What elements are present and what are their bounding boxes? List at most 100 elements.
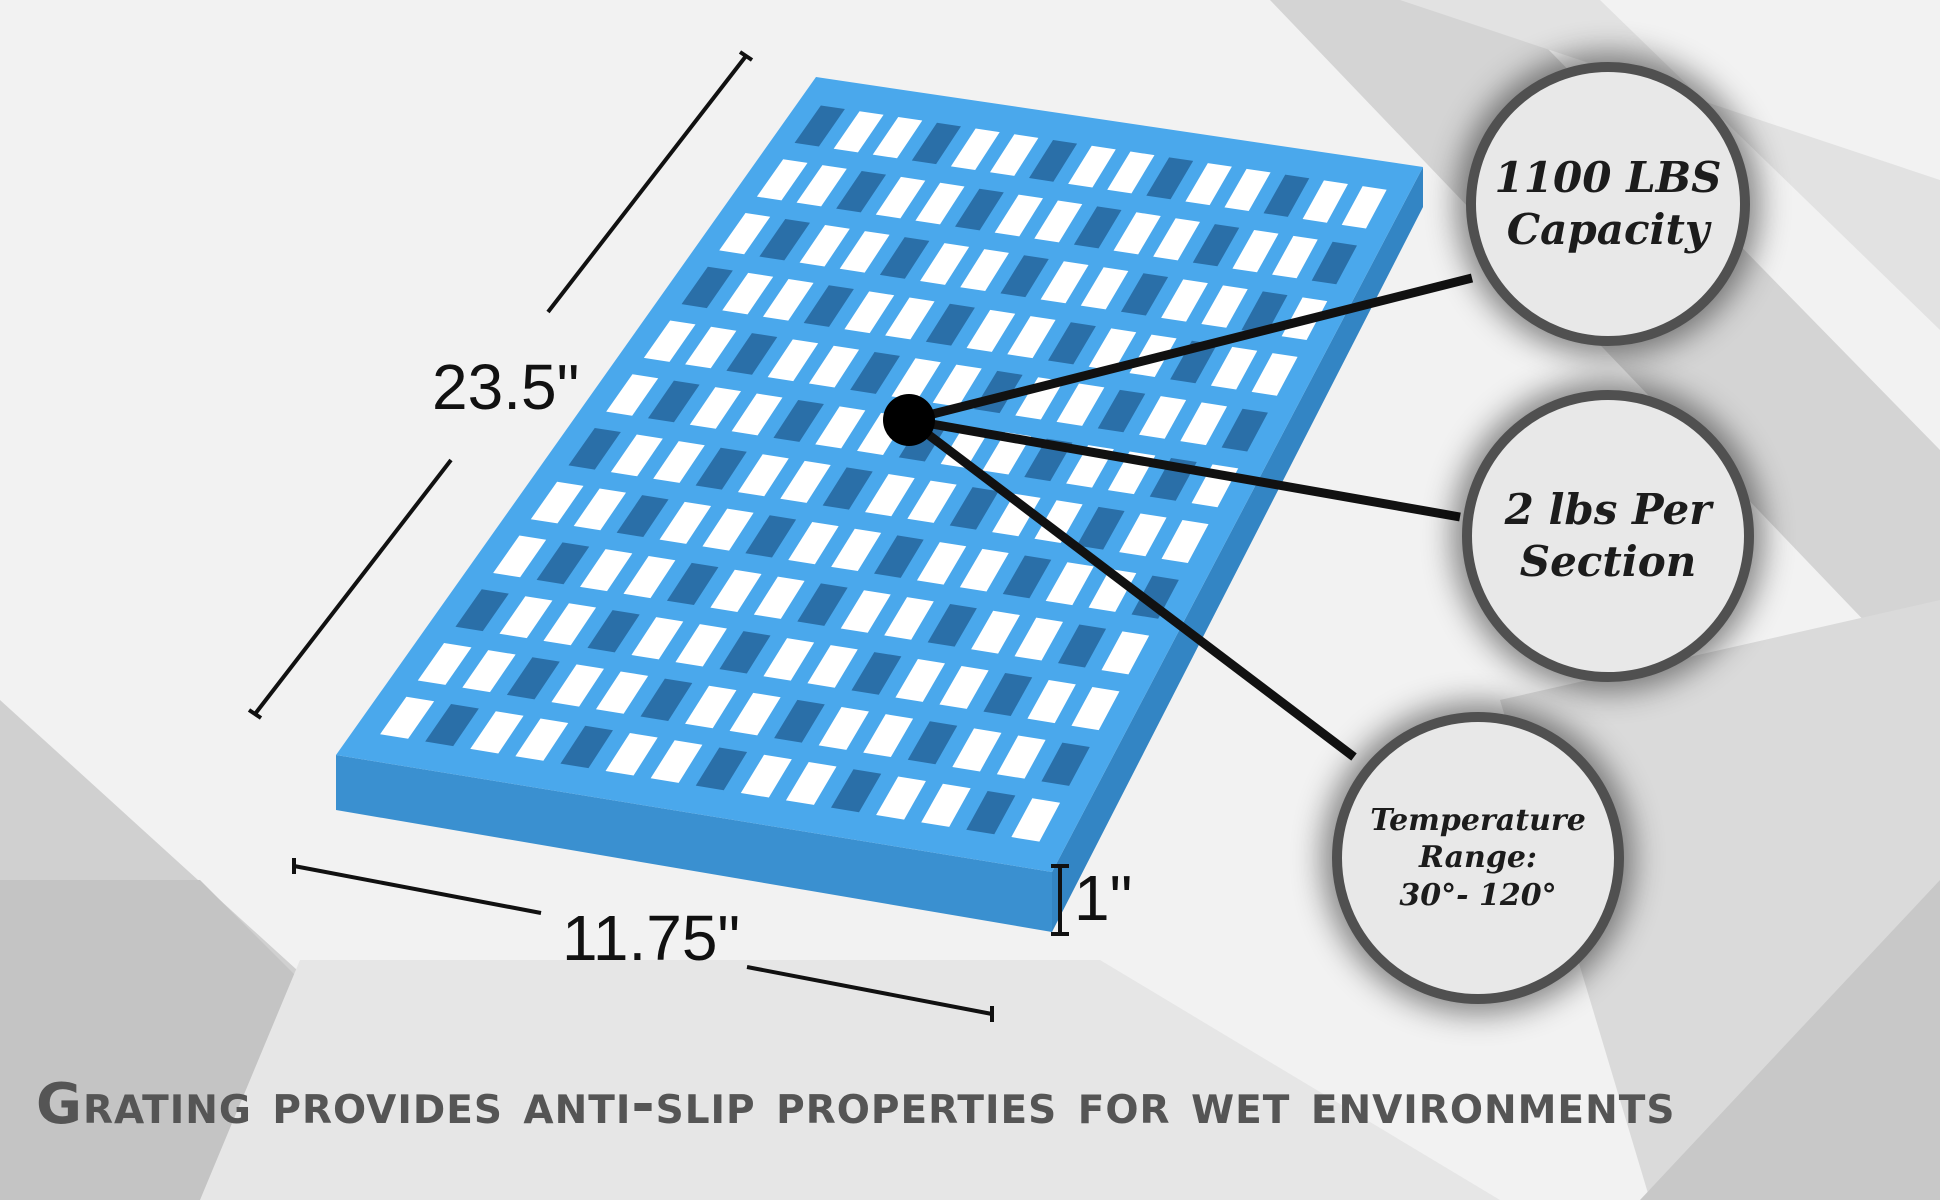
grate-hole xyxy=(879,237,930,279)
grate-hole xyxy=(916,542,967,585)
grate-hole xyxy=(1027,680,1076,724)
grate-hole xyxy=(710,569,762,612)
grate-hole xyxy=(960,249,1009,291)
grate-side xyxy=(1052,167,1423,932)
grate-hole xyxy=(763,638,815,681)
grate-hole xyxy=(797,583,848,626)
grate-hole xyxy=(1131,575,1179,619)
grate-hole xyxy=(1180,402,1228,446)
grate-hole xyxy=(1119,513,1167,557)
grate-hole xyxy=(681,266,733,309)
grate-hole xyxy=(1272,235,1318,279)
grate-hole xyxy=(1029,140,1078,182)
grate-hole xyxy=(685,685,737,729)
grate-hole xyxy=(927,603,977,647)
grate-hole xyxy=(774,699,825,743)
grate-hole xyxy=(989,134,1039,176)
grate-hole xyxy=(573,488,627,531)
callout-dot xyxy=(883,394,935,446)
grate-hole xyxy=(695,747,748,791)
grate-hole xyxy=(799,225,850,267)
grate-hole xyxy=(653,441,705,483)
grate-hole xyxy=(722,272,774,315)
grate-hole xyxy=(1146,157,1194,200)
width-dimension-line-right xyxy=(746,965,993,1016)
grate-hole xyxy=(863,714,914,758)
grate-hole xyxy=(462,650,516,693)
grate-hole xyxy=(536,542,590,585)
grate-hole xyxy=(1076,506,1125,550)
grate-hole xyxy=(949,487,999,530)
grate-hole xyxy=(891,358,941,401)
grate-hole xyxy=(1192,224,1240,267)
callout-capacity: 1100 LBS Capacity xyxy=(1466,62,1750,346)
grate-hole xyxy=(872,116,923,159)
grate-hole xyxy=(796,165,847,207)
grate-hole xyxy=(1068,145,1116,188)
grate-hole xyxy=(1302,180,1348,223)
grate-hole xyxy=(1048,322,1096,365)
grate-hole xyxy=(907,480,957,523)
grate-hole xyxy=(844,291,895,334)
grate-hole xyxy=(417,642,472,685)
grate-hole xyxy=(587,610,640,653)
grate-hole xyxy=(1002,555,1052,599)
grate-hole xyxy=(560,725,613,769)
grate-hole xyxy=(595,671,649,714)
grate-hole xyxy=(506,657,560,700)
grate-hole xyxy=(836,171,887,213)
grate-hole xyxy=(695,447,747,490)
grate-hole xyxy=(640,678,693,721)
callout-text: 1100 LBS xyxy=(1494,152,1722,202)
grate-hole xyxy=(1170,340,1217,384)
grate-hole xyxy=(955,188,1004,231)
grate-hole xyxy=(1000,255,1049,298)
tagline: Grating provides anti-slip properties fo… xyxy=(36,1072,1676,1137)
grate-hole xyxy=(729,692,781,736)
grate-hole xyxy=(753,576,805,619)
grate-hole xyxy=(1263,174,1310,217)
grate-hole xyxy=(666,562,719,606)
grate-hole xyxy=(808,345,860,388)
grate-hole xyxy=(996,735,1046,779)
grate-hole xyxy=(616,495,669,538)
grate-hole xyxy=(1041,742,1090,786)
grate-hole xyxy=(952,728,1002,772)
grate-hole xyxy=(915,182,965,225)
grate-hole xyxy=(380,696,435,739)
grate-hole xyxy=(939,666,989,709)
grate-hole xyxy=(850,351,900,394)
grate-hole xyxy=(959,548,1009,592)
grate-hole xyxy=(1232,229,1279,273)
callout-weight: 2 lbs Per Section xyxy=(1462,390,1754,682)
grate-hole xyxy=(689,387,742,429)
grate-hole xyxy=(580,549,633,592)
grate-hole xyxy=(884,597,934,640)
grate-hole xyxy=(932,364,982,407)
grate-hole xyxy=(568,427,621,470)
grate-hole xyxy=(1011,798,1061,842)
grate-hole xyxy=(762,279,814,321)
grate-hole xyxy=(1224,168,1271,211)
grate-hole xyxy=(659,501,712,544)
grate-hole xyxy=(425,704,479,747)
grate-hole xyxy=(822,467,873,510)
grate-hole xyxy=(1161,520,1209,563)
grate-hole xyxy=(515,718,569,761)
grate-hole xyxy=(851,652,902,695)
grate-hole xyxy=(1034,500,1083,543)
grate-hole xyxy=(643,320,696,362)
width-label: 11.75" xyxy=(562,902,741,974)
grate-hole xyxy=(1034,200,1083,243)
grate-hole xyxy=(1097,389,1146,433)
grate-hole xyxy=(876,776,926,820)
grate-hole xyxy=(966,791,1016,835)
grate-hole xyxy=(493,535,547,578)
grate-hole xyxy=(605,733,658,776)
grate-hole xyxy=(610,434,663,477)
grate-hole xyxy=(719,212,771,255)
grate-hole xyxy=(950,128,1000,170)
grate-hole xyxy=(818,707,869,750)
